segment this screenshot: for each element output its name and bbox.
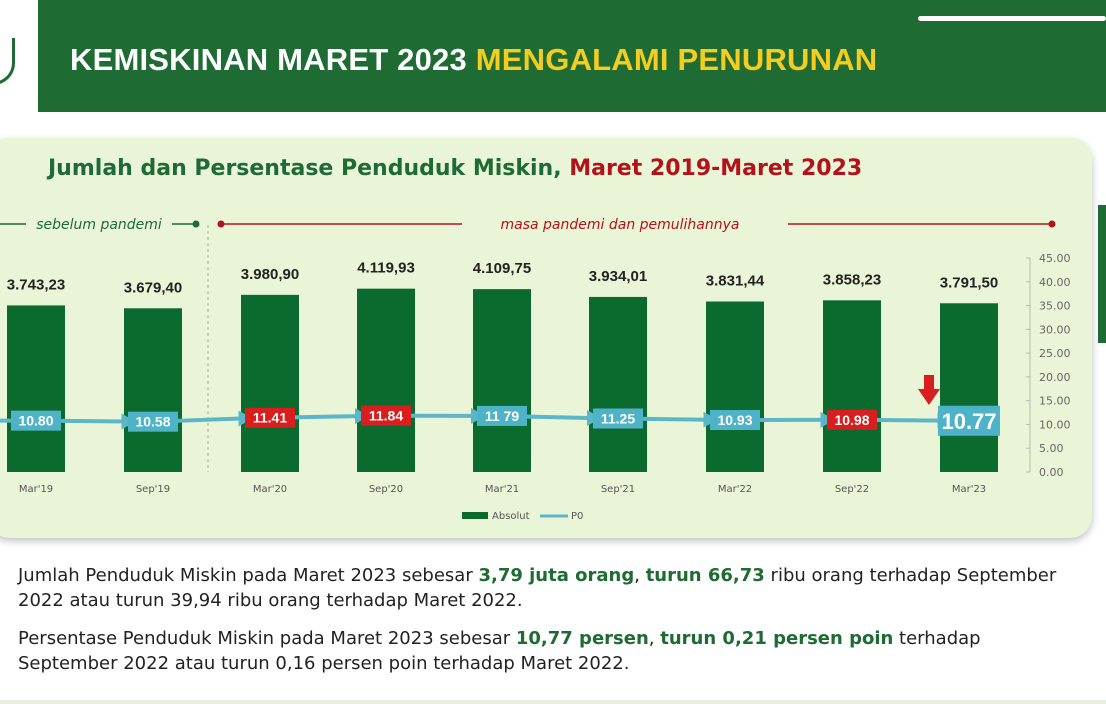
chart-title: Jumlah dan Persentase Penduduk Miskin, M…: [48, 156, 862, 181]
bar-value-label-8: 3.858,23: [823, 271, 881, 288]
bar-value-label-1: 3.743,23: [7, 276, 65, 293]
right-axis-tick-label-4: 30.00: [1039, 323, 1071, 336]
p0-value-label-9: 10.77: [941, 409, 996, 434]
bar-value-label-3: 3.980,90: [241, 266, 299, 283]
p0-value-label-4: 11.84: [369, 408, 403, 424]
decrease-arrow-icon: [918, 375, 940, 405]
x-axis-label-3: Mar'20: [253, 484, 287, 495]
right-axis-tick-label-5: 25.00: [1039, 347, 1071, 360]
right-axis-tick-label-8: 10.00: [1039, 418, 1071, 431]
period-before-dot: [192, 220, 200, 228]
p0-label-box-6: [593, 408, 643, 429]
x-axis-label-4: Sep'20: [369, 484, 403, 495]
bar-value-label-2: 3.679,40: [124, 279, 182, 296]
right-axis-tick-label-1: 45.00: [1039, 252, 1071, 265]
p0-value-label-6: 11.25: [601, 411, 635, 427]
bar-2: [124, 308, 182, 472]
p0-label-box-5: [477, 405, 527, 426]
paragraph-2-part-1: Persentase Penduduk Miskin pada Maret 20…: [18, 628, 516, 649]
chart-title-separator: ,: [553, 156, 562, 181]
p0-value-label-1: 10.80: [18, 413, 53, 429]
chart-title-period: Maret 2019-Maret 2023: [569, 156, 863, 181]
p0-value-label-5: 11 79: [485, 408, 519, 424]
bar-value-label-7: 3.831,44: [706, 273, 765, 290]
x-axis-label-7: Mar'22: [718, 484, 752, 495]
p0-label-box-3: [245, 407, 295, 428]
legend-absolut-label: Absolut: [492, 511, 530, 522]
x-axis-label-8: Sep'22: [835, 484, 869, 495]
p0-label-box-1: [11, 410, 61, 431]
bar-value-label-9: 3.791,50: [940, 274, 998, 291]
p0-label-box-8: [827, 409, 877, 430]
bottom-divider: [0, 700, 1106, 704]
bar-6: [589, 296, 647, 472]
right-axis-tick-label-7: 15.00: [1039, 395, 1071, 408]
page-title-yellow: MENGALAMI PENURUNAN: [475, 42, 878, 77]
p0-value-label-8: 10.98: [834, 412, 869, 428]
right-axis-tick-label-3: 35.00: [1039, 300, 1071, 313]
p0-value-label-3: 11.41: [253, 410, 287, 426]
period-during-label: masa pandemi dan pemulihannya: [501, 217, 740, 233]
bar-8: [823, 300, 881, 472]
p0-label-box-9: [938, 405, 1000, 436]
p0-value-label-7: 10.93: [717, 412, 752, 428]
bar-3: [241, 294, 299, 472]
page-title-white: KEMISKINAN MARET 2023: [70, 42, 467, 77]
paragraph-2-part-4: turun 0,21 persen poin: [660, 628, 894, 649]
bar-5: [473, 289, 531, 472]
bar-value-label-4: 4.119,93: [357, 260, 415, 277]
right-axis-tick-label-9: 5.00: [1039, 442, 1064, 455]
bar-9: [940, 303, 998, 472]
bar-value-label-6: 3.934,01: [589, 268, 647, 285]
p0-label-box-4: [361, 405, 411, 426]
paragraph-2-part-3: ,: [648, 628, 661, 649]
period-during-dot-right: [1048, 220, 1056, 228]
right-axis-tick-label-2: 40.00: [1039, 276, 1071, 289]
x-axis-label-5: Mar'21: [485, 484, 519, 495]
p0-label-box-7: [710, 410, 760, 431]
header-accent-line: [918, 16, 1106, 21]
paragraph-1-part-5: ribu orang terhadap September 2022 atau …: [18, 565, 1057, 611]
legend-p0-label: P0: [571, 511, 583, 522]
right-axis-tick-label-10: 0.00: [1039, 466, 1064, 479]
paragraph-1-part-4: turun 66,73: [645, 565, 765, 586]
x-axis-label-2: Sep'19: [136, 484, 170, 495]
x-axis-label-6: Sep'21: [601, 484, 635, 495]
bar-1: [7, 305, 65, 472]
bar-7: [706, 301, 764, 472]
bar-value-label-5: 4.109,75: [473, 260, 531, 277]
p0-label-box-2: [128, 411, 178, 432]
legend-absolut-swatch: [462, 512, 488, 519]
p0-value-label-2: 10.58: [135, 414, 170, 430]
paragraph-1-part-3: ,: [634, 565, 646, 586]
paragraph-2-part-5: terhadap September 2022 atau turun 0,16 …: [18, 628, 981, 674]
paragraph-1-part-2: 3,79 juta orang: [478, 565, 635, 586]
x-axis-label-1: Mar'19: [19, 484, 53, 495]
period-before-label: sebelum pandemi: [36, 217, 162, 233]
x-axis-label-9: Mar'23: [952, 484, 986, 495]
chart-title-main: Jumlah dan Persentase Penduduk Miskin: [48, 156, 554, 181]
page-title: KEMISKINAN MARET 2023 MENGALAMI PENURUNA…: [70, 42, 877, 78]
paragraph-absolute: Jumlah Penduduk Miskin pada Maret 2023 s…: [18, 563, 1058, 613]
paragraph-2-part-2: 10,77 persen: [515, 628, 649, 649]
paragraph-1-part-1: Jumlah Penduduk Miskin pada Maret 2023 s…: [18, 565, 479, 586]
paragraph-percentage: Persentase Penduduk Miskin pada Maret 20…: [18, 626, 1058, 676]
right-edge-tab: [1098, 205, 1106, 343]
bar-4: [357, 288, 415, 472]
right-axis-tick-label-6: 20.00: [1039, 371, 1071, 384]
